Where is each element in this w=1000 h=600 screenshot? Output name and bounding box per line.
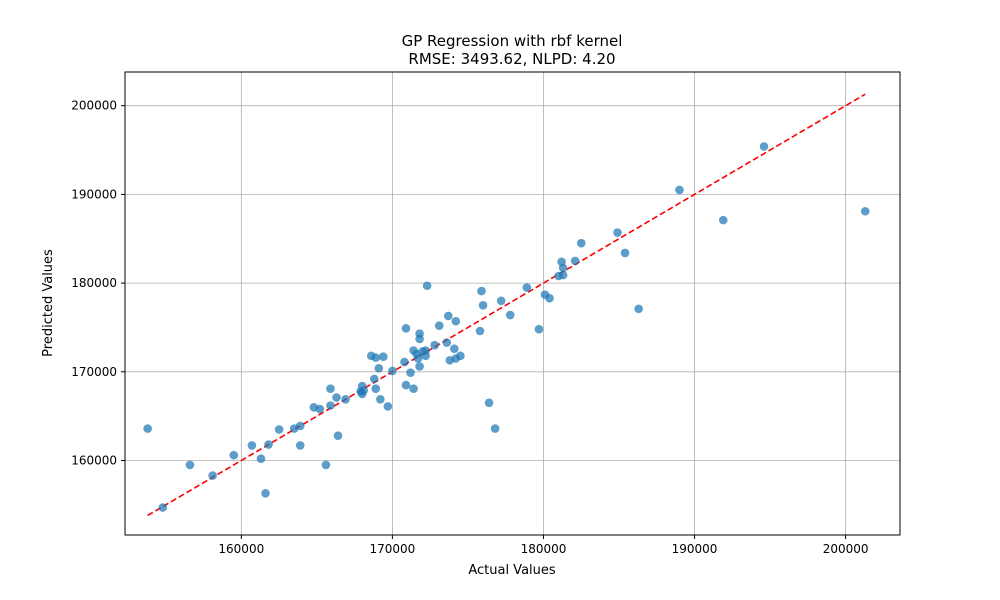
chart-subtitle: RMSE: 3493.62, NLPD: 4.20 bbox=[408, 50, 615, 68]
scatter-point bbox=[143, 424, 152, 433]
scatter-point bbox=[185, 460, 195, 470]
x-tick-label: 200000 bbox=[823, 542, 869, 556]
x-tick-label: 180000 bbox=[521, 542, 567, 556]
scatter-point bbox=[401, 380, 411, 390]
scatter-point bbox=[383, 402, 393, 411]
scatter-point bbox=[490, 424, 500, 433]
scatter-point bbox=[430, 340, 439, 350]
reference-line-layer bbox=[147, 93, 866, 517]
scatter-point bbox=[369, 374, 379, 384]
scatter-point bbox=[415, 334, 424, 344]
scatter-point bbox=[545, 293, 554, 303]
scatter-point bbox=[256, 454, 266, 464]
scatter-point bbox=[634, 304, 643, 314]
scatter-point bbox=[478, 300, 488, 310]
scatter-point bbox=[295, 441, 305, 450]
scatter-point bbox=[295, 421, 305, 431]
scatter-point bbox=[451, 316, 461, 326]
scatter-point bbox=[371, 384, 381, 393]
plot-area-frame bbox=[124, 71, 901, 536]
axis-ticks: 160000 170000 180000 190000 200000 160000 1700… bbox=[71, 99, 868, 556]
x-tick-label: 160000 bbox=[218, 542, 264, 556]
scatter-point bbox=[332, 393, 341, 402]
scatter-point bbox=[443, 311, 453, 321]
scatter-point bbox=[718, 215, 728, 225]
scatter-point bbox=[860, 206, 870, 216]
scatter-point bbox=[675, 185, 684, 195]
scatter-point bbox=[534, 324, 544, 334]
scatter-point bbox=[409, 384, 418, 393]
scatter-point bbox=[374, 363, 384, 373]
scatter-point bbox=[326, 384, 335, 393]
scatter-point bbox=[422, 281, 432, 291]
y-tick-label: 180000 bbox=[71, 276, 117, 290]
scatter-point bbox=[333, 431, 343, 440]
scatter-point bbox=[406, 368, 415, 377]
scatter-point bbox=[341, 394, 350, 404]
x-axis-label: Actual Values bbox=[468, 563, 556, 578]
scatter-point bbox=[475, 326, 485, 336]
scatter-point bbox=[620, 248, 630, 258]
scatter-point bbox=[505, 310, 515, 320]
chart-title: GP Regression with rbf kernel bbox=[402, 32, 623, 50]
scatter-point bbox=[484, 398, 494, 408]
scatter-points bbox=[143, 142, 870, 512]
scatter-point bbox=[413, 354, 423, 363]
scatter-point bbox=[371, 353, 381, 362]
scatter-point bbox=[421, 346, 430, 355]
scatter-point bbox=[264, 440, 273, 449]
scatter-point bbox=[379, 352, 388, 362]
scatter-point bbox=[759, 142, 769, 151]
x-tick-label: 170000 bbox=[369, 542, 415, 556]
y-axis-label: Predicted Values bbox=[41, 249, 56, 357]
scatter-point bbox=[570, 256, 580, 266]
scatter-point bbox=[158, 503, 168, 512]
scatter-point bbox=[613, 228, 622, 237]
scatter-point bbox=[261, 489, 270, 498]
scatter-point bbox=[247, 441, 257, 450]
scatter-point bbox=[400, 357, 409, 367]
y-tick-label: 200000 bbox=[71, 99, 117, 113]
scatter-point bbox=[376, 394, 385, 404]
scatter-point bbox=[388, 366, 397, 376]
scatter-point bbox=[450, 344, 459, 354]
scatter-point bbox=[274, 425, 284, 434]
scatter-point bbox=[558, 270, 568, 280]
scatter-point bbox=[496, 296, 506, 306]
scatter-point bbox=[321, 460, 331, 470]
scatter-point bbox=[434, 321, 444, 330]
scatter-point bbox=[229, 450, 239, 460]
scatter-point bbox=[442, 338, 452, 347]
y-tick-label: 170000 bbox=[71, 365, 117, 379]
x-tick-label: 190000 bbox=[672, 542, 718, 556]
scatter-point bbox=[415, 362, 424, 371]
scatter-point bbox=[576, 238, 586, 248]
y-tick-label: 190000 bbox=[71, 187, 117, 201]
grid-lines bbox=[125, 72, 900, 535]
scatter-point bbox=[558, 263, 568, 273]
scatter-point bbox=[326, 401, 335, 410]
scatter-point bbox=[208, 471, 217, 480]
y-tick-label: 160000 bbox=[71, 453, 117, 467]
scatter-point bbox=[359, 386, 368, 395]
scatter-point bbox=[456, 351, 465, 361]
scatter-point bbox=[401, 324, 411, 333]
scatter-point bbox=[315, 404, 325, 414]
reference-line bbox=[147, 93, 866, 517]
scatter-point bbox=[522, 283, 532, 292]
scatter-point bbox=[477, 286, 486, 296]
